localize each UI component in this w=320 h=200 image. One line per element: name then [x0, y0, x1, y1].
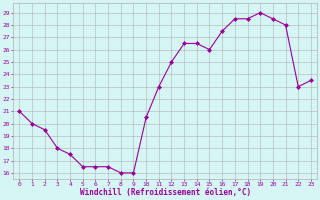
X-axis label: Windchill (Refroidissement éolien,°C): Windchill (Refroidissement éolien,°C): [80, 188, 251, 197]
